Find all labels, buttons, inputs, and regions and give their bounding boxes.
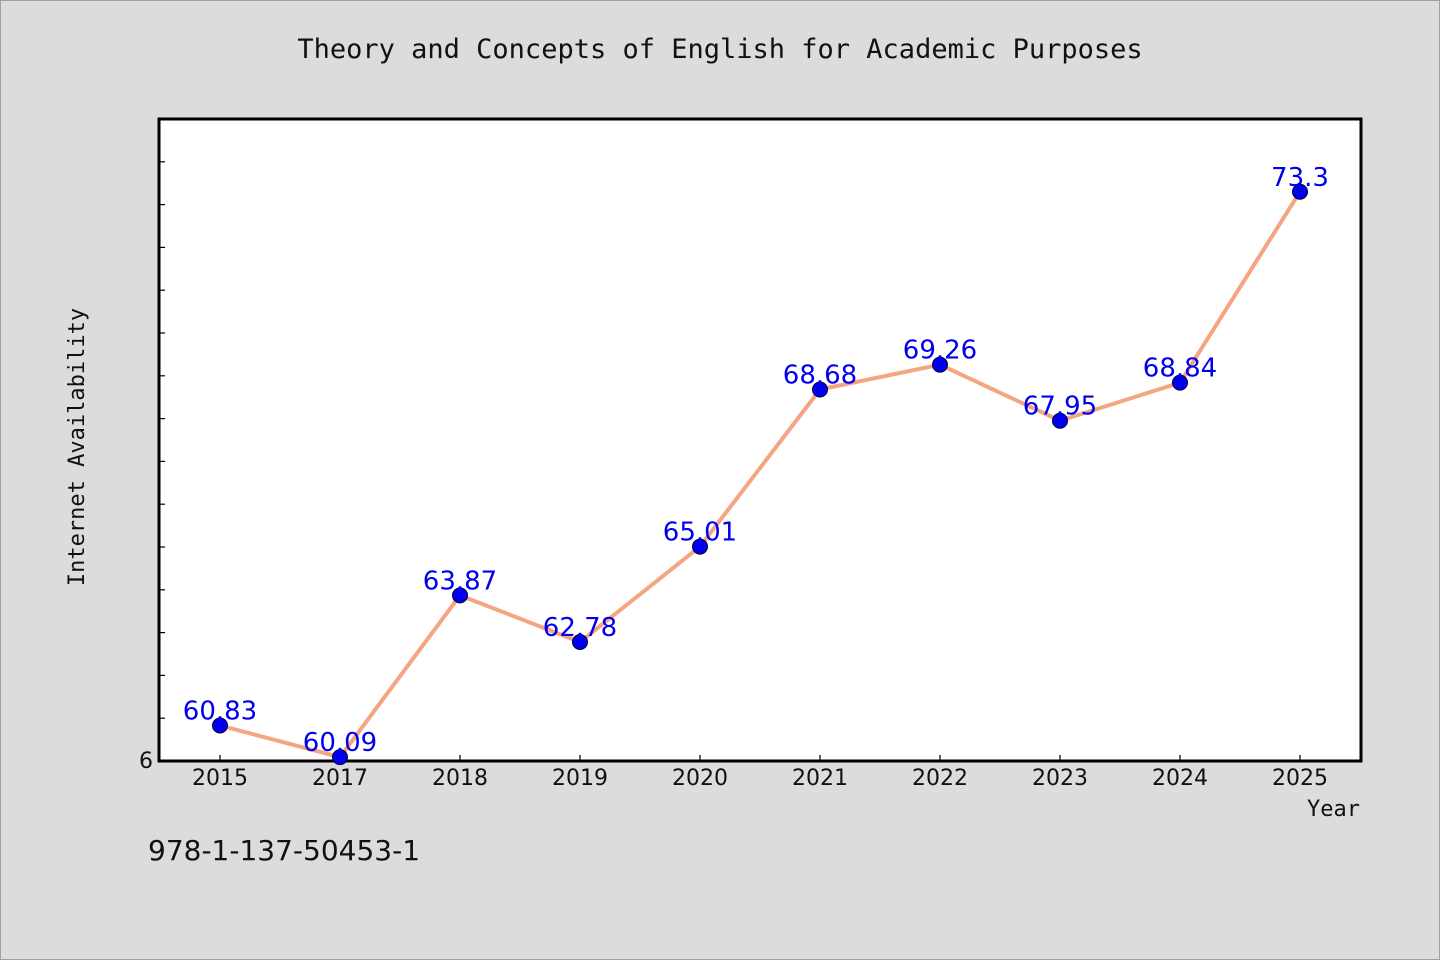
data-label: 65.01: [663, 518, 737, 548]
data-label: 68.84: [1143, 354, 1217, 384]
data-label: 60.09: [303, 728, 377, 758]
data-label: 63.87: [423, 566, 497, 596]
data-point: [812, 381, 828, 398]
data-label: 68.68: [783, 360, 857, 390]
y-axis-ticks: 6: [139, 161, 165, 774]
series-line-path: [219, 190, 1302, 760]
data-point: [452, 587, 468, 604]
x-tick-label: 2020: [672, 766, 728, 791]
x-axis-title: Year: [1307, 797, 1360, 822]
series-markers: [212, 183, 1308, 766]
x-tick-label: 2025: [1272, 766, 1328, 791]
data-point: [212, 717, 228, 734]
data-label: 73.3: [1271, 163, 1329, 193]
data-point: [1052, 412, 1068, 429]
x-tick-label: 2022: [912, 766, 968, 791]
x-tick-label: 2018: [432, 766, 488, 791]
data-point: [332, 749, 348, 766]
plot-area: [157, 117, 1363, 763]
x-tick-label: 2024: [1152, 766, 1208, 791]
data-label: 62.78: [543, 613, 617, 643]
data-point: [1172, 374, 1188, 391]
x-axis-ticks: 2015 2017 2018 2019 2020 2021 2022 2023 2024 2025: [192, 755, 1328, 791]
data-point: [1292, 183, 1308, 200]
y-tick-label: 6: [139, 749, 153, 774]
data-label: 69.26: [903, 336, 977, 366]
data-labels: 60.83 60.09 63.87 62.78 65.01 68.68 69.26 67.95…: [183, 163, 1329, 758]
y-axis-title: Internet Availability: [65, 308, 90, 586]
x-tick-label: 2023: [1032, 766, 1088, 791]
x-tick-label: 2015: [192, 766, 248, 791]
chart-title: Theory and Concepts of English for Acade…: [297, 34, 1143, 65]
data-label: 60.83: [183, 696, 257, 726]
data-label: 67.95: [1023, 392, 1097, 422]
x-tick-label: 2021: [792, 766, 848, 791]
series-line: [219, 190, 1302, 760]
data-point: [692, 538, 708, 555]
data-point: [572, 634, 588, 651]
isbn-text: 978-1-137-50453-1: [148, 834, 421, 867]
x-tick-label: 2017: [312, 766, 368, 791]
x-tick-label: 2019: [552, 766, 608, 791]
data-point: [932, 356, 948, 373]
